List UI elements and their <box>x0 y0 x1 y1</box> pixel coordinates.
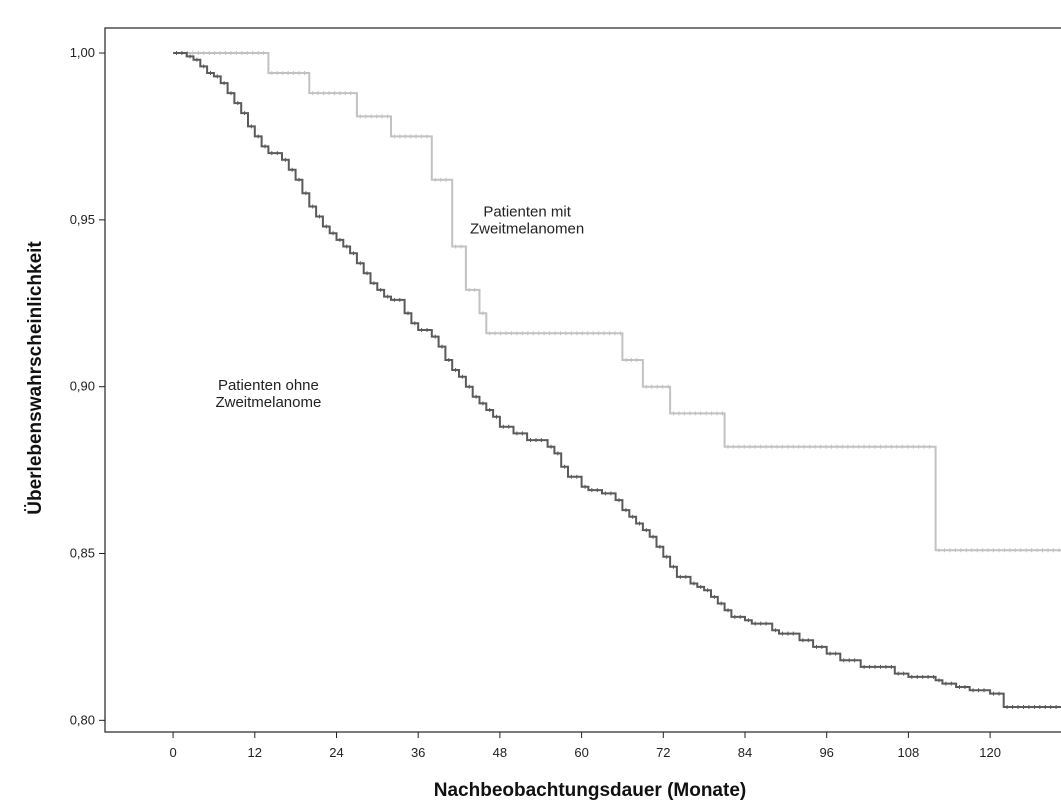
x-tick-label: 24 <box>329 745 343 760</box>
x-tick-label: 108 <box>898 745 920 760</box>
annotation-line: Zweitmelanome <box>215 394 321 411</box>
x-axis: 0 12 24 36 48 60 72 84 96 108 120 <box>169 732 1001 760</box>
annotation-line: Patienten mit <box>483 204 571 221</box>
x-tick-label: 96 <box>819 745 833 760</box>
x-tick-label: 36 <box>411 745 425 760</box>
series-layer <box>173 51 1061 709</box>
x-tick-label: 0 <box>169 745 176 760</box>
y-axis-title: Überlebenswahrscheinlichkeit <box>25 241 46 515</box>
annotation-line: Patienten ohne <box>218 377 319 394</box>
y-tick-label: 0,80 <box>70 712 95 727</box>
series-1-censor-marks <box>176 51 1060 553</box>
x-tick-label: 60 <box>574 745 588 760</box>
x-tick-label: 12 <box>248 745 262 760</box>
x-axis-title: Nachbeobachtungsdauer (Monate) <box>434 780 746 801</box>
x-tick-label: 120 <box>979 745 1001 760</box>
x-tick-label: 72 <box>656 745 670 760</box>
series-2-censor-marks <box>176 51 1057 709</box>
plot-frame <box>104 27 1061 733</box>
annotation-line: Zweitmelanomen <box>470 221 584 238</box>
y-tick-label: 1,00 <box>70 45 95 60</box>
series-2-line <box>173 52 1061 708</box>
x-tick-label: 84 <box>738 745 752 760</box>
series-2 <box>173 51 1061 709</box>
y-tick-label: 0,95 <box>70 212 95 227</box>
x-tick-label: 48 <box>493 745 507 760</box>
y-tick-label: 0,90 <box>70 379 95 394</box>
y-axis: 0,80 0,85 0,90 0,95 1,00 <box>70 45 105 727</box>
y-tick-label: 0,85 <box>70 545 95 560</box>
series-1 <box>173 51 1061 553</box>
